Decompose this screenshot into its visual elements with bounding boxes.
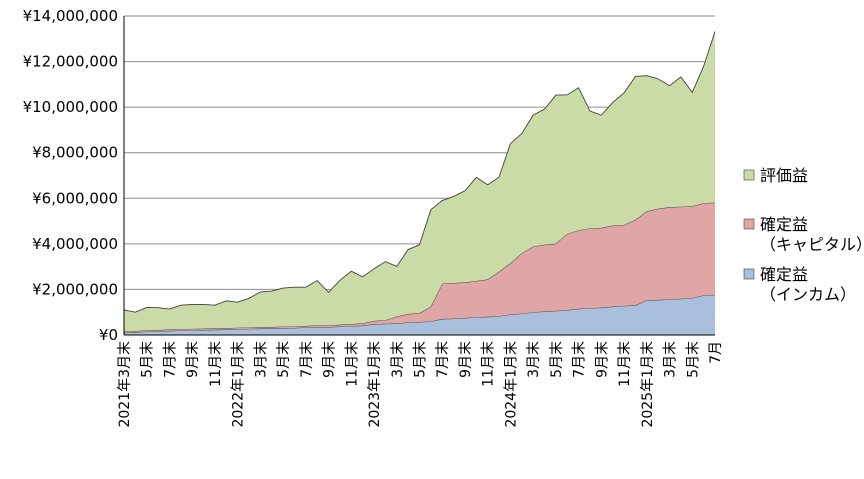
x-tick-label: 7月末 [162, 341, 178, 378]
x-axis-tick-labels: 2021年3月末 5月末 7月末 9月末 11月末 2022年1月末 3月末 5月末 7月末 9月… [117, 341, 724, 428]
y-tick-label: ¥6,000,000 [32, 189, 118, 207]
y-tick-label: ¥0 [99, 326, 118, 344]
legend-swatch [743, 218, 755, 230]
x-tick-label: 3月末 [526, 341, 542, 378]
axes [123, 16, 715, 336]
gridlines [124, 15, 715, 290]
area-series-1 [124, 294, 715, 335]
x-tick-label: 9月末 [322, 341, 338, 378]
legend-label: 確定益 [760, 215, 808, 234]
x-tick-label: 5月末 [276, 341, 292, 378]
y-axis-tick-labels: ¥0 ¥2,000,000 ¥4,000,000 ¥6,000,000 ¥8,000,0… [23, 7, 118, 344]
x-tick-label: 3月末 [663, 341, 679, 378]
x-tick-label: 9月末 [185, 341, 201, 378]
x-tick-label: 11月末 [344, 341, 360, 387]
y-tick-label: ¥14,000,000 [23, 7, 118, 25]
area-series-3-outline [123, 31, 716, 313]
x-tick-label: 11月末 [617, 341, 633, 387]
x-tick-label: 5月末 [549, 341, 565, 378]
area-series-group [123, 31, 716, 335]
x-tick-label: 3月末 [390, 341, 406, 378]
area-series-2 [124, 202, 715, 333]
x-tick-label: 7月末 [435, 341, 451, 378]
x-tick-label: 7月 [708, 341, 724, 364]
x-tick-label: 2023年1月末 [367, 341, 383, 428]
x-tick-label: 5月末 [140, 341, 156, 378]
legend-label: （インカム） [760, 285, 856, 304]
x-tick-label: 2025年1月末 [640, 341, 656, 428]
x-tick-label: 2024年1月末 [503, 341, 519, 428]
legend-label: 評価益 [760, 166, 808, 185]
x-tick-label: 2022年1月末 [231, 341, 247, 428]
y-tick-label: ¥2,000,000 [32, 280, 118, 298]
y-tick-label: ¥4,000,000 [32, 235, 118, 253]
x-tick-label: 5月末 [413, 341, 429, 378]
x-tick-label: 2021年3月末 [117, 341, 133, 428]
legend-label: （キャピタル） [760, 235, 864, 254]
legend-swatch [743, 268, 755, 280]
legend-label: 確定益 [760, 265, 808, 284]
area-series-3 [124, 31, 715, 332]
legend-swatch [743, 169, 755, 181]
x-tick-label: 11月末 [208, 341, 224, 387]
x-tick-label: 7月末 [299, 341, 315, 378]
x-tick-label: 9月末 [594, 341, 610, 378]
y-tick-label: ¥12,000,000 [23, 53, 118, 71]
x-tick-label: 11月末 [481, 341, 497, 387]
y-tick-label: ¥10,000,000 [23, 98, 118, 116]
x-tick-label: 5月末 [685, 341, 701, 378]
x-tick-label: 7月末 [572, 341, 588, 378]
x-tick-label: 3月末 [253, 341, 269, 378]
y-tick-label: ¥8,000,000 [32, 144, 118, 162]
x-tick-label: 9月末 [458, 341, 474, 378]
